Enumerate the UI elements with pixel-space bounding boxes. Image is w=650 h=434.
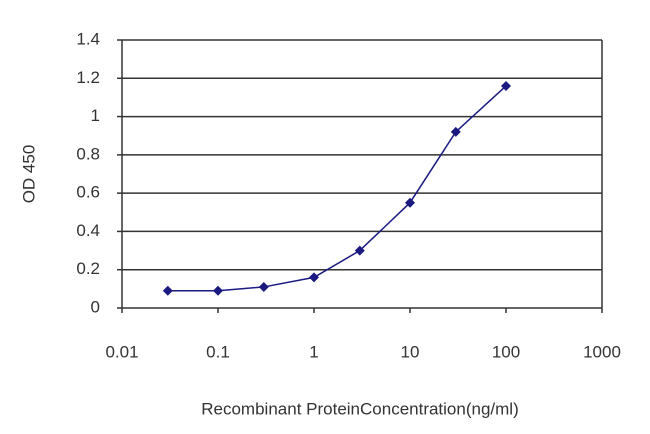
y-tick-label: 1: [91, 106, 100, 125]
data-line: [167, 85, 507, 292]
data-point: [354, 245, 365, 256]
x-tick-label: 1: [309, 342, 318, 361]
x-tick-label: 100: [492, 342, 520, 361]
y-tick-label: 0.8: [76, 144, 100, 163]
data-point: [450, 126, 461, 137]
data-point: [309, 272, 319, 283]
data-point: [162, 285, 173, 296]
y-tick-label: 0.6: [76, 183, 100, 202]
data-point: [258, 281, 269, 292]
y-axis-title: OD 450: [19, 145, 38, 204]
y-tick-label: 1.4: [76, 29, 100, 48]
data-point: [405, 197, 415, 208]
y-tick-label: 0.2: [76, 259, 100, 278]
x-tick-label: 1000: [583, 342, 621, 361]
x-tick-label: 10: [401, 342, 420, 361]
y-tick-label: 0.4: [76, 221, 100, 240]
x-tick-label: 0.01: [105, 342, 138, 361]
y-tick-label: 0: [91, 297, 100, 316]
y-tick-label: 1.2: [76, 68, 100, 87]
data-point: [213, 285, 223, 296]
data-point: [501, 80, 511, 91]
x-tick-label: 0.1: [206, 342, 230, 361]
x-axis-title: Recombinant ProteinConcentration(ng/ml): [201, 399, 519, 418]
